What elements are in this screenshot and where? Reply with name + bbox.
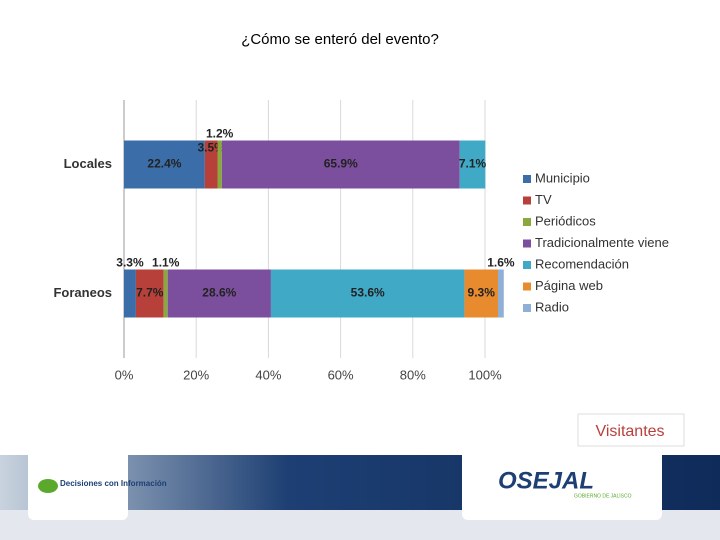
x-tick-label: 100% <box>468 367 502 382</box>
bar-segment <box>163 269 168 318</box>
bar-segment <box>124 140 205 189</box>
bar-segment <box>459 140 486 189</box>
x-tick-label: 0% <box>115 367 134 382</box>
bar-segment <box>217 140 222 189</box>
bar-segment <box>270 269 465 318</box>
value-label: 7.1% <box>459 157 487 171</box>
y-tick-label: Locales <box>64 156 112 171</box>
legend-swatch <box>523 261 531 269</box>
value-label: 1.2% <box>206 127 234 141</box>
x-tick-label: 20% <box>183 367 209 382</box>
bar-segment <box>124 269 136 318</box>
chart-title: ¿Cómo se enteró del evento? <box>241 31 439 48</box>
value-label: 1.6% <box>487 256 515 270</box>
value-label: 1.1% <box>152 256 180 270</box>
plot: 0% 20% 40% 60% 80% 100%Locales 22.4%3.5%1.2%65… <box>53 100 669 382</box>
value-label: 65.9% <box>324 157 358 171</box>
legend-swatch <box>523 175 531 183</box>
legend-label: TV <box>535 192 552 207</box>
bar-segment <box>167 269 271 318</box>
logo-text: Decisiones con Información <box>60 479 167 488</box>
bar-segment <box>497 269 504 318</box>
legend-label: Recomendación <box>535 256 629 271</box>
value-label: 3.3% <box>116 256 144 270</box>
legend-swatch <box>523 196 531 205</box>
legend-swatch <box>523 239 531 248</box>
logo-box <box>462 448 662 520</box>
legend-swatch <box>523 282 531 291</box>
logo-subtext: GOBIERNO DE JALISCO <box>574 493 632 499</box>
logo-icon <box>38 479 58 493</box>
bar-segment <box>464 269 498 318</box>
y-tick-label: Foraneos <box>53 285 112 300</box>
caption-box <box>577 413 685 447</box>
legend-label: Periódicos <box>535 213 596 228</box>
x-tick-label: 60% <box>328 367 354 382</box>
value-label: 7.7% <box>136 286 164 300</box>
caption: Visitantes <box>595 423 664 440</box>
x-tick-label: 40% <box>255 367 281 382</box>
x-tick-label: 80% <box>400 367 426 382</box>
legend-swatch <box>523 218 531 226</box>
value-label: 9.3% <box>468 286 496 300</box>
bar-segment <box>204 140 218 189</box>
bar-segment <box>135 269 164 318</box>
value-label: 53.6% <box>351 286 385 300</box>
logo-text: OSEJAL <box>498 467 594 494</box>
legend-swatch <box>523 304 531 312</box>
legend-label: Tradicionalmente viene <box>535 235 669 250</box>
value-label: 22.4% <box>147 157 181 171</box>
logo-box <box>28 448 128 520</box>
legend-label: Página web <box>535 278 603 293</box>
value-label: 28.6% <box>202 286 236 300</box>
legend-label: Municipio <box>535 170 590 185</box>
bar-segment <box>221 140 460 189</box>
legend-label: Radio <box>535 299 569 314</box>
